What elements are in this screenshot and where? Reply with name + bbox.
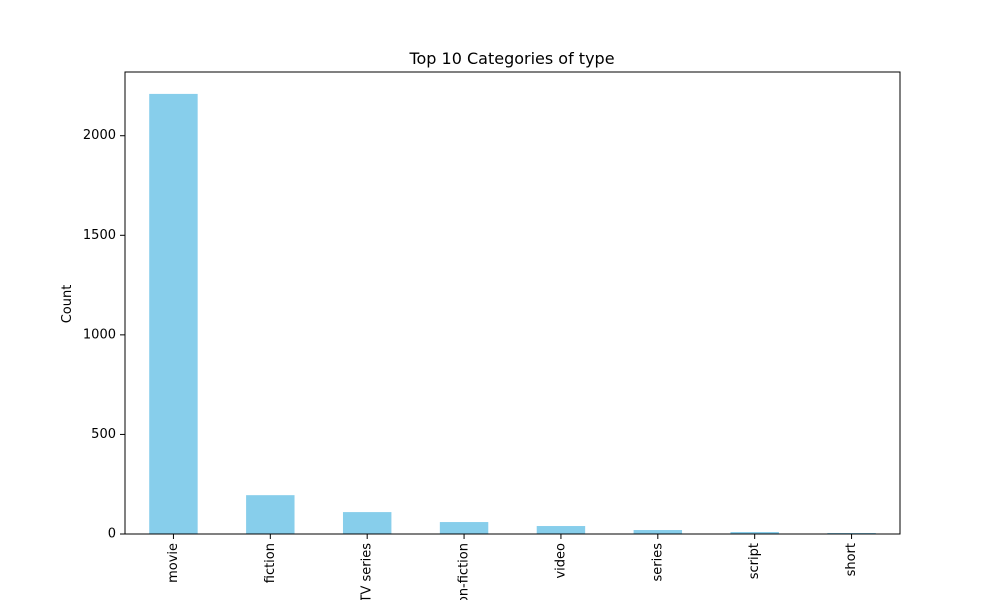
- bar-movie: [149, 93, 198, 534]
- y-tick-label: 0: [108, 527, 116, 542]
- x-tick-label: video: [553, 543, 568, 579]
- x-tick-label: fiction: [263, 543, 278, 583]
- bar-non-fiction: [439, 522, 489, 534]
- bars-group: [149, 93, 876, 534]
- bar-fiction: [246, 495, 295, 534]
- x-tick-label: short: [844, 543, 859, 576]
- x-tick-label: movie: [166, 543, 181, 583]
- bar-script: [730, 532, 779, 534]
- plot-area-frame: [124, 71, 901, 535]
- y-tick-label: 500: [91, 427, 116, 442]
- x-axis-ticks: movie fiction TV series non-fiction video ser…: [166, 534, 859, 600]
- x-tick-label: series: [650, 543, 665, 582]
- y-tick-label: 1500: [83, 228, 116, 243]
- y-axis-title: Count: [60, 285, 75, 324]
- x-tick-label: non-fiction: [457, 543, 472, 600]
- y-tick-label: 1000: [83, 327, 116, 342]
- y-tick-label: 2000: [83, 128, 116, 143]
- x-tick-label: script: [747, 543, 762, 579]
- chart-title: Top 10 Categories of type: [408, 49, 614, 68]
- x-tick-label: TV series: [360, 543, 375, 600]
- bar-series: [633, 530, 683, 534]
- y-axis-ticks: 0 500 1000 1500 2000: [83, 128, 125, 542]
- bar-tv-series: [342, 512, 392, 534]
- bar-video: [536, 526, 586, 534]
